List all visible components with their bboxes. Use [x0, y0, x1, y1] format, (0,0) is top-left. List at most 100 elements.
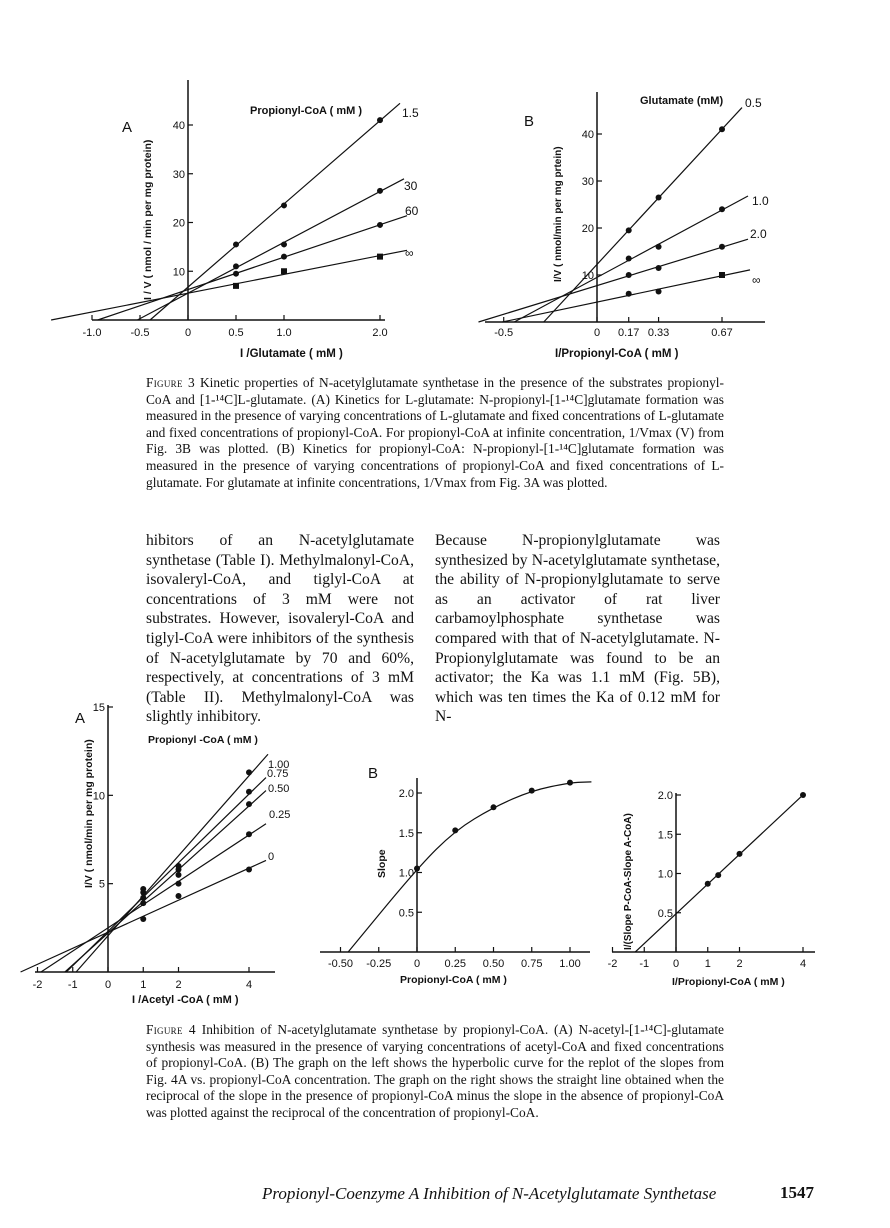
- fig4bl-x-tick-label: -0.50: [328, 958, 353, 970]
- fig3b-point: [625, 255, 632, 262]
- fig4a-point: [140, 916, 147, 922]
- fig3b-x-tick-label: 0.67: [711, 327, 732, 339]
- fig4a-series-label: 0: [268, 851, 274, 863]
- fig3b-point: [719, 126, 725, 133]
- fig3b-x-tick-label: 0: [594, 327, 600, 339]
- fig3b-line-3: [502, 269, 751, 323]
- fig3b-panel-label: B: [524, 113, 534, 130]
- fig3a-x-tick-label: 1.0: [276, 327, 291, 339]
- fig3b-x-ticks: -0.5 0 0.17 0.33 0.67: [494, 317, 733, 339]
- fig3a-line-1: [137, 178, 405, 321]
- fig4bl-y-tick-label: 0.5: [399, 907, 414, 919]
- fig4bl-x-ticks: -0.50 -0.25 0 0.25 0.50 0.75 1.00: [328, 947, 581, 970]
- fig4a-point: [246, 801, 252, 808]
- fig3a-x-ticks: -1.0 -0.5 0 0.5 1.0 2.0: [83, 315, 388, 339]
- fig4bl-y-tick-label: 2.0: [399, 788, 414, 800]
- fig3a-point: [377, 187, 383, 194]
- fig4bl-x-tick-label: 0: [414, 958, 420, 970]
- fig4bl-y-ticks: 0.5 1.0 1.5 2.0: [399, 788, 422, 919]
- fig3b-point: [719, 206, 725, 213]
- fig4a-x-axis-label: I /Acetyl -CoA ( mM ): [132, 994, 239, 1006]
- fig3a-point: [377, 221, 383, 228]
- fig3a-line-2: [97, 215, 408, 321]
- fig3a-y-tick-label: 40: [173, 120, 185, 132]
- fig3a-point: [233, 263, 239, 270]
- fig4a-legend-title: Propionyl -CoA ( mM ): [148, 734, 258, 746]
- fig3a-point: [233, 270, 239, 277]
- fig4bl-x-tick-label: 0.50: [483, 958, 504, 970]
- body-right-column: Because N-propionylglutamate was synthes…: [435, 532, 720, 726]
- fig4a-point: [175, 871, 182, 878]
- fig4bl-point: [414, 865, 420, 872]
- fig4a-line-2: [64, 790, 267, 973]
- fig3a-point: [233, 241, 239, 248]
- fig4bl-curve: [347, 779, 592, 953]
- fig4br-point: [704, 880, 711, 887]
- fig3a-x-tick-label: -1.0: [83, 327, 102, 339]
- fig4a-point: [175, 893, 182, 900]
- fig4a-point: [246, 788, 252, 795]
- fig4a-line-0: [75, 753, 269, 973]
- fig4br-y-ticks: 0.5 1.0 1.5 2.0: [658, 790, 681, 920]
- fig4br-x-ticks: -2 -1 0 1 2 4: [608, 947, 806, 970]
- fig4br-line: [634, 792, 806, 953]
- fig4a-x-tick-label: 0: [105, 979, 111, 991]
- fig3b-x-axis-label: I/Propionyl-CoA ( mM ): [555, 348, 679, 360]
- fig3b-point: [655, 243, 662, 250]
- fig3a-legend-title: Propionyl-CoA ( mM ): [250, 105, 362, 117]
- figure3-caption: Figure 3 Kinetic properties of N-acetylg…: [146, 375, 724, 491]
- fig3a-y-ticks: 10 20 30 40: [173, 120, 193, 278]
- fig4a-point: [140, 900, 147, 907]
- fig4br-y-axis-label: I/(Slope P-CoA-Slope A-CoA): [623, 813, 634, 950]
- fig4a-point: [140, 894, 147, 901]
- fig4a-y-tick-label: 15: [93, 702, 105, 714]
- figure4-caption-label: Figure 4: [146, 1022, 196, 1037]
- fig4a-y-ticks: 5 10 15: [93, 702, 113, 891]
- fig3b-y-tick-label: 20: [582, 223, 594, 235]
- fig3a-panel-label: A: [122, 119, 132, 136]
- fig4-panel-a: 5 10 15 -2 -1 0 1 2 4 1.000.75 0.50 0.25 0 A Propi…: [20, 702, 290, 1006]
- fig3b-point: [719, 272, 725, 278]
- fig3a-series-lines: 1.5 30 60 ∞: [50, 102, 419, 321]
- figure4-caption: Figure 4 Inhibition of N-acetylglutamate…: [146, 1022, 724, 1122]
- fig3b-series-label: 0.5: [745, 96, 762, 110]
- fig4bl-point: [567, 779, 573, 786]
- fig3a-x-axis-label: I /Glutamate ( mM ): [240, 348, 343, 360]
- fig3a-series-label: 60: [405, 204, 419, 218]
- fig4a-series-lines: 1.000.75 0.50 0.25 0: [20, 753, 290, 973]
- fig3b-y-tick-label: 30: [582, 176, 594, 188]
- fig3b-series-label: ∞: [752, 273, 761, 287]
- fig3b-x-tick-label: 0.17: [618, 327, 639, 339]
- fig3a-point: [281, 253, 287, 260]
- fig3b-point: [655, 194, 662, 201]
- fig4a-x-tick-label: 4: [246, 979, 252, 991]
- fig4a-point: [246, 866, 252, 873]
- fig3a-line-3: [50, 249, 408, 321]
- fig4a-y-tick-label: 5: [99, 879, 105, 891]
- fig4br-x-axis-label: I/Propionyl-CoA ( mM ): [672, 976, 785, 988]
- fig4a-x-ticks: -2 -1 0 1 2 4: [33, 967, 252, 991]
- fig3b-point: [625, 272, 632, 278]
- fig3a-point: [281, 202, 287, 209]
- fig4a-series-label: 0.50: [268, 783, 289, 795]
- fig4a-line-1: [65, 777, 267, 973]
- fig4a-y-tick-label: 10: [93, 790, 105, 802]
- fig3b-x-tick-label: 0.33: [648, 327, 669, 339]
- fig3b-point: [655, 264, 662, 271]
- fig4br-x-tick-label: 1: [705, 958, 711, 970]
- fig3a-point: [377, 253, 383, 260]
- fig4br-x-tick-label: 2: [736, 958, 742, 970]
- fig4br-y-tick-label: 1.0: [658, 869, 673, 881]
- fig4bl-point: [490, 804, 497, 811]
- fig4a-point: [175, 880, 182, 887]
- fig4br-point: [715, 872, 722, 879]
- figure3-caption-text: Kinetic properties of N-acetylglutamate …: [146, 375, 724, 490]
- fig3a-line-0: [149, 102, 401, 321]
- fig4br-y-tick-label: 0.5: [658, 908, 673, 920]
- fig4a-point: [246, 831, 252, 838]
- fig4bl-y-axis-label: Slope: [376, 849, 388, 878]
- fig4a-y-axis-label: I/V ( nmol/min per mg protein): [83, 739, 95, 888]
- fig4a-x-tick-label: 2: [175, 979, 181, 991]
